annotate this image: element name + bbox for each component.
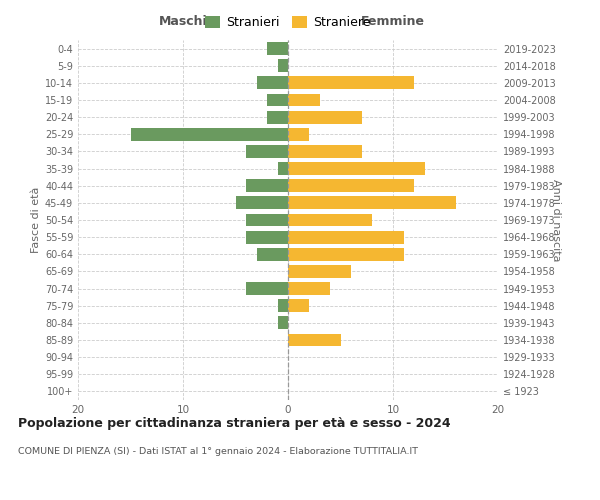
Bar bbox=[246, 282, 288, 295]
Text: Popolazione per cittadinanza straniera per età e sesso - 2024: Popolazione per cittadinanza straniera p… bbox=[18, 418, 451, 430]
Y-axis label: Fasce di età: Fasce di età bbox=[31, 187, 41, 253]
Bar bbox=[130, 128, 288, 140]
Bar bbox=[288, 145, 361, 158]
Bar bbox=[277, 60, 288, 72]
Text: Femmine: Femmine bbox=[361, 15, 425, 28]
Text: COMUNE DI PIENZA (SI) - Dati ISTAT al 1° gennaio 2024 - Elaborazione TUTTITALIA.: COMUNE DI PIENZA (SI) - Dati ISTAT al 1°… bbox=[18, 448, 418, 456]
Bar bbox=[288, 180, 414, 192]
Bar bbox=[235, 196, 288, 209]
Bar bbox=[288, 282, 330, 295]
Bar bbox=[277, 316, 288, 330]
Bar bbox=[277, 300, 288, 312]
Bar bbox=[246, 180, 288, 192]
Bar bbox=[246, 230, 288, 243]
Bar bbox=[246, 145, 288, 158]
Bar bbox=[288, 162, 425, 175]
Bar bbox=[277, 162, 288, 175]
Bar bbox=[267, 94, 288, 106]
Bar bbox=[246, 214, 288, 226]
Bar bbox=[288, 196, 456, 209]
Bar bbox=[267, 110, 288, 124]
Y-axis label: Anni di nascita: Anni di nascita bbox=[551, 179, 561, 261]
Bar bbox=[288, 76, 414, 90]
Text: Maschi: Maschi bbox=[158, 15, 208, 28]
Bar bbox=[267, 42, 288, 55]
Bar bbox=[288, 230, 404, 243]
Bar bbox=[288, 265, 351, 278]
Bar bbox=[288, 248, 404, 260]
Bar bbox=[288, 128, 309, 140]
Bar bbox=[288, 214, 372, 226]
Bar bbox=[288, 94, 320, 106]
Bar bbox=[257, 248, 288, 260]
Bar bbox=[288, 334, 341, 346]
Bar bbox=[288, 300, 309, 312]
Bar bbox=[288, 110, 361, 124]
Bar bbox=[257, 76, 288, 90]
Legend: Stranieri, Straniere: Stranieri, Straniere bbox=[200, 11, 376, 34]
